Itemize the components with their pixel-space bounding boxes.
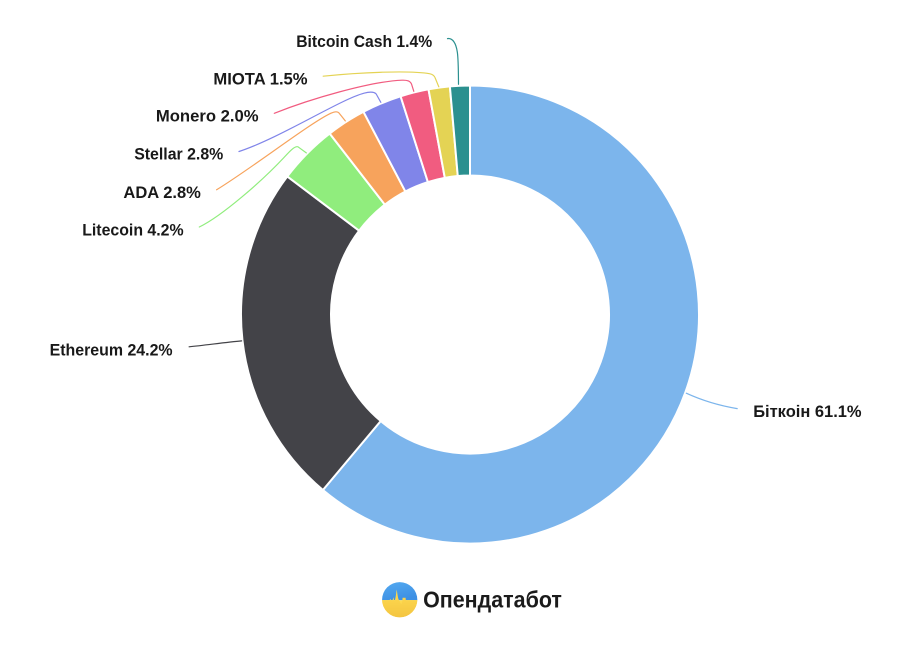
svg-text:ADA 2.8%: ADA 2.8%: [123, 183, 200, 202]
svg-text:Stellar 2.8%: Stellar 2.8%: [134, 145, 223, 164]
svg-text:Litecoin 4.2%: Litecoin 4.2%: [82, 220, 183, 239]
svg-text:Опендатабот: Опендатабот: [423, 586, 562, 612]
svg-text:Ethereum 24.2%: Ethereum 24.2%: [50, 340, 173, 359]
svg-text:Біткоін 61.1%: Біткоін 61.1%: [753, 402, 861, 421]
svg-text:Bitcoin Cash 1.4%: Bitcoin Cash 1.4%: [296, 32, 432, 51]
svg-text:MIOTA 1.5%: MIOTA 1.5%: [213, 70, 307, 89]
svg-text:Monero 2.0%: Monero 2.0%: [156, 107, 259, 126]
